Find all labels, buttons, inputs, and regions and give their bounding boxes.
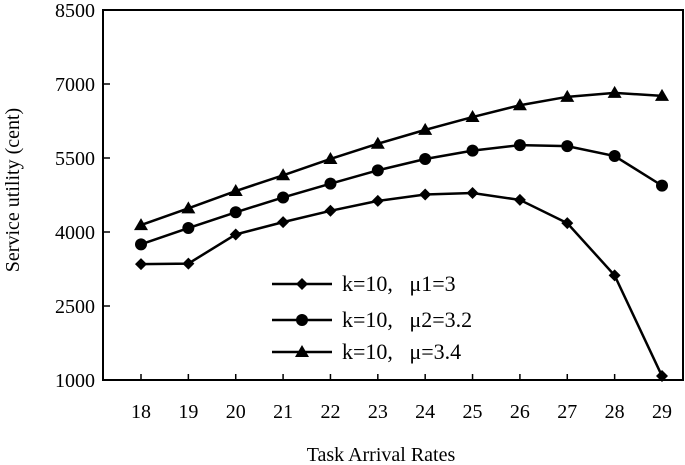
- triangle-point: [607, 85, 622, 98]
- diamond-point: [135, 258, 147, 271]
- legend-diamond-marker: [296, 278, 308, 290]
- legend-label: k=10, μ=3.4: [342, 339, 461, 364]
- diamond-point: [466, 187, 479, 200]
- circle-point: [466, 144, 479, 157]
- triangle-point: [228, 184, 243, 197]
- series-2: [135, 139, 668, 251]
- y-tick-label: 4000: [55, 222, 95, 244]
- series-layer: [134, 85, 669, 383]
- x-tick-label: 19: [178, 401, 198, 423]
- triangle-point: [276, 168, 291, 181]
- circle-point: [608, 150, 621, 163]
- triangle-point: [512, 98, 527, 111]
- circle-point: [656, 179, 668, 192]
- circle-point: [419, 152, 432, 165]
- diamond-point: [277, 216, 290, 229]
- x-tick-label: 26: [510, 401, 530, 423]
- series-3: [134, 85, 669, 231]
- triangle-point: [181, 201, 196, 214]
- x-tick-label: 23: [368, 401, 388, 423]
- y-tick-label: 8500: [55, 0, 95, 22]
- diamond-point: [656, 370, 668, 383]
- x-tick-label: 25: [463, 401, 483, 423]
- legend: k=10, μ1=3 k=10, μ2=3.2 k=10, μ=3.4: [272, 271, 472, 364]
- series-line: [140, 143, 663, 246]
- x-tick-label: 27: [557, 401, 577, 423]
- diamond-point: [324, 204, 337, 217]
- x-tick-label: 22: [320, 401, 340, 423]
- legend-item: k=10, μ=3.4: [272, 339, 461, 364]
- legend-label: k=10, μ2=3.2: [342, 307, 472, 332]
- x-tick-label: 29: [652, 401, 672, 423]
- y-axis-ticks: 1000 2500 4000 5500 7000 8500: [55, 0, 110, 392]
- circle-point: [182, 222, 195, 235]
- diamond-point: [608, 269, 621, 282]
- legend-label: k=10, μ1=3: [342, 271, 456, 296]
- triangle-point: [370, 136, 385, 149]
- triangle-point: [418, 122, 433, 135]
- x-tick-label: 28: [605, 401, 625, 423]
- series-line: [140, 91, 663, 227]
- diamond-point: [561, 217, 574, 230]
- circle-point: [229, 206, 242, 219]
- triangle-point: [560, 89, 575, 102]
- triangle-point: [134, 218, 148, 231]
- x-axis-ticks: 18 19 20 21 22 23 24 25 26 27 28 29: [131, 374, 672, 423]
- y-axis-title: Service utility (cent): [2, 108, 24, 272]
- legend-item: k=10, μ2=3.2: [272, 307, 472, 332]
- diamond-point: [419, 188, 432, 201]
- legend-item: k=10, μ1=3: [272, 271, 456, 296]
- diamond-point: [513, 193, 526, 206]
- x-tick-label: 24: [415, 401, 435, 423]
- legend-circle-marker: [296, 314, 308, 326]
- circle-point: [135, 238, 147, 251]
- circle-point: [371, 164, 384, 177]
- triangle-point: [465, 110, 480, 123]
- x-tick-label: 20: [226, 401, 246, 423]
- circle-point: [561, 140, 574, 153]
- diamond-point: [182, 257, 195, 270]
- circle-point: [277, 191, 290, 204]
- x-axis-title: Task Arrival Rates: [307, 444, 456, 465]
- diamond-point: [229, 228, 242, 241]
- y-tick-label: 1000: [55, 370, 95, 392]
- plot-area: [102, 9, 684, 381]
- y-tick-label: 2500: [55, 296, 95, 318]
- y-tick-label: 7000: [55, 74, 95, 96]
- series-line: [140, 191, 664, 377]
- circle-point: [324, 177, 337, 190]
- triangle-point: [655, 88, 669, 101]
- triangle-point: [323, 151, 338, 164]
- x-tick-label: 21: [273, 401, 293, 423]
- y-tick-label: 5500: [55, 148, 95, 170]
- series-1: [135, 187, 668, 383]
- diamond-point: [371, 194, 384, 207]
- legend-triangle-marker: [295, 345, 309, 357]
- circle-point: [513, 139, 526, 152]
- x-tick-label: 18: [131, 401, 151, 423]
